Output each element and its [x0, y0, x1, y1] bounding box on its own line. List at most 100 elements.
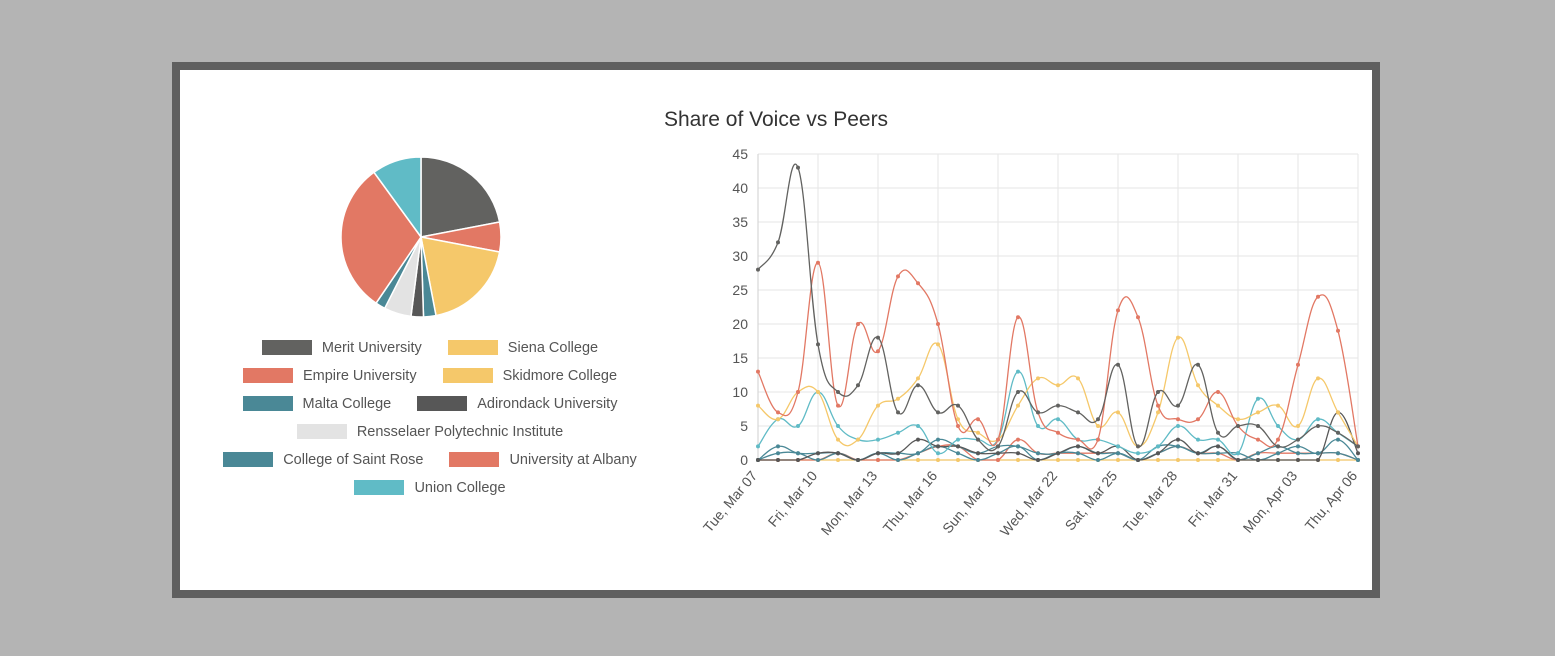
data-point[interactable]	[1136, 458, 1140, 462]
data-point[interactable]	[796, 165, 800, 170]
data-point[interactable]	[1336, 328, 1340, 333]
data-point[interactable]	[1336, 451, 1340, 456]
data-point[interactable]	[1196, 458, 1200, 462]
data-point[interactable]	[1036, 458, 1040, 462]
data-point[interactable]	[1176, 335, 1180, 340]
data-point[interactable]	[1096, 424, 1100, 428]
data-point[interactable]	[1036, 410, 1040, 415]
data-point[interactable]	[776, 417, 780, 422]
data-point[interactable]	[1036, 424, 1040, 428]
data-point[interactable]	[1116, 308, 1120, 313]
data-point[interactable]	[1016, 458, 1020, 462]
data-point[interactable]	[1016, 390, 1020, 394]
data-point[interactable]	[1136, 315, 1140, 320]
data-point[interactable]	[1256, 410, 1260, 415]
data-point[interactable]	[1256, 458, 1260, 462]
data-point[interactable]	[856, 458, 860, 462]
data-point[interactable]	[1016, 403, 1020, 408]
data-point[interactable]	[1236, 458, 1240, 462]
pie-slice-union-college[interactable]	[372, 156, 422, 240]
data-point[interactable]	[876, 403, 880, 408]
data-point[interactable]	[916, 451, 920, 456]
data-point[interactable]	[1196, 451, 1200, 456]
data-point[interactable]	[976, 417, 980, 422]
data-point[interactable]	[1196, 437, 1200, 442]
data-point[interactable]	[856, 383, 860, 388]
data-point[interactable]	[896, 458, 900, 462]
data-point[interactable]	[1336, 437, 1340, 442]
data-point[interactable]	[896, 451, 900, 456]
legend-item-malta-college[interactable]: Malta College	[242, 394, 391, 413]
data-point[interactable]	[1336, 430, 1340, 435]
data-point[interactable]	[756, 267, 760, 272]
data-point[interactable]	[816, 458, 820, 462]
data-point[interactable]	[1296, 437, 1300, 442]
data-point[interactable]	[816, 451, 820, 456]
data-point[interactable]	[1176, 458, 1180, 462]
data-point[interactable]	[1016, 315, 1020, 320]
legend-item-adirondack-university[interactable]: Adirondack University	[417, 394, 617, 413]
data-point[interactable]	[1296, 424, 1300, 428]
data-point[interactable]	[836, 451, 840, 456]
data-point[interactable]	[1056, 403, 1060, 408]
data-point[interactable]	[1136, 444, 1140, 449]
data-point[interactable]	[896, 274, 900, 279]
legend-item-college-of-saint-rose[interactable]: College of Saint Rose	[223, 450, 423, 469]
data-point[interactable]	[1056, 458, 1060, 462]
data-point[interactable]	[936, 458, 940, 462]
data-point[interactable]	[1076, 410, 1080, 415]
data-point[interactable]	[1076, 451, 1080, 456]
data-point[interactable]	[1196, 417, 1200, 422]
data-point[interactable]	[836, 437, 840, 442]
data-point[interactable]	[1176, 424, 1180, 428]
data-point[interactable]	[756, 403, 760, 408]
legend-item-empire-university[interactable]: Empire University	[242, 366, 417, 385]
data-point[interactable]	[1156, 458, 1160, 462]
data-point[interactable]	[1116, 451, 1120, 456]
data-point[interactable]	[1176, 417, 1180, 422]
data-point[interactable]	[1236, 424, 1240, 428]
data-point[interactable]	[796, 458, 800, 462]
data-point[interactable]	[1216, 458, 1220, 462]
data-point[interactable]	[996, 451, 1000, 456]
data-point[interactable]	[776, 458, 780, 462]
data-point[interactable]	[956, 437, 960, 442]
data-point[interactable]	[816, 390, 820, 394]
data-point[interactable]	[896, 396, 900, 401]
data-point[interactable]	[1216, 430, 1220, 435]
data-point[interactable]	[936, 342, 940, 347]
data-point[interactable]	[976, 430, 980, 435]
data-point[interactable]	[1276, 444, 1280, 449]
data-point[interactable]	[1296, 458, 1300, 462]
data-point[interactable]	[1256, 451, 1260, 456]
data-point[interactable]	[1216, 437, 1220, 442]
legend-item-union-college[interactable]: Union College	[354, 478, 506, 497]
data-point[interactable]	[1056, 451, 1060, 456]
data-point[interactable]	[996, 458, 1000, 462]
data-point[interactable]	[1296, 444, 1300, 449]
data-point[interactable]	[836, 458, 840, 462]
data-point[interactable]	[1056, 430, 1060, 435]
data-point[interactable]	[1336, 458, 1340, 462]
data-point[interactable]	[1116, 362, 1120, 367]
data-point[interactable]	[1016, 369, 1020, 374]
data-point[interactable]	[1336, 410, 1340, 415]
data-point[interactable]	[1096, 417, 1100, 422]
data-point[interactable]	[1156, 451, 1160, 456]
data-point[interactable]	[856, 437, 860, 442]
data-point[interactable]	[916, 424, 920, 428]
data-point[interactable]	[1156, 390, 1160, 394]
data-point[interactable]	[1116, 410, 1120, 415]
data-point[interactable]	[1296, 362, 1300, 367]
data-point[interactable]	[1356, 451, 1360, 456]
data-point[interactable]	[1316, 458, 1320, 462]
data-point[interactable]	[1136, 451, 1140, 456]
data-point[interactable]	[1236, 417, 1240, 422]
data-point[interactable]	[1036, 376, 1040, 381]
data-point[interactable]	[1276, 437, 1280, 442]
data-point[interactable]	[1216, 451, 1220, 456]
legend-item-merit-university[interactable]: Merit University	[261, 338, 422, 357]
data-point[interactable]	[976, 451, 980, 456]
data-point[interactable]	[1316, 376, 1320, 381]
data-point[interactable]	[896, 410, 900, 415]
